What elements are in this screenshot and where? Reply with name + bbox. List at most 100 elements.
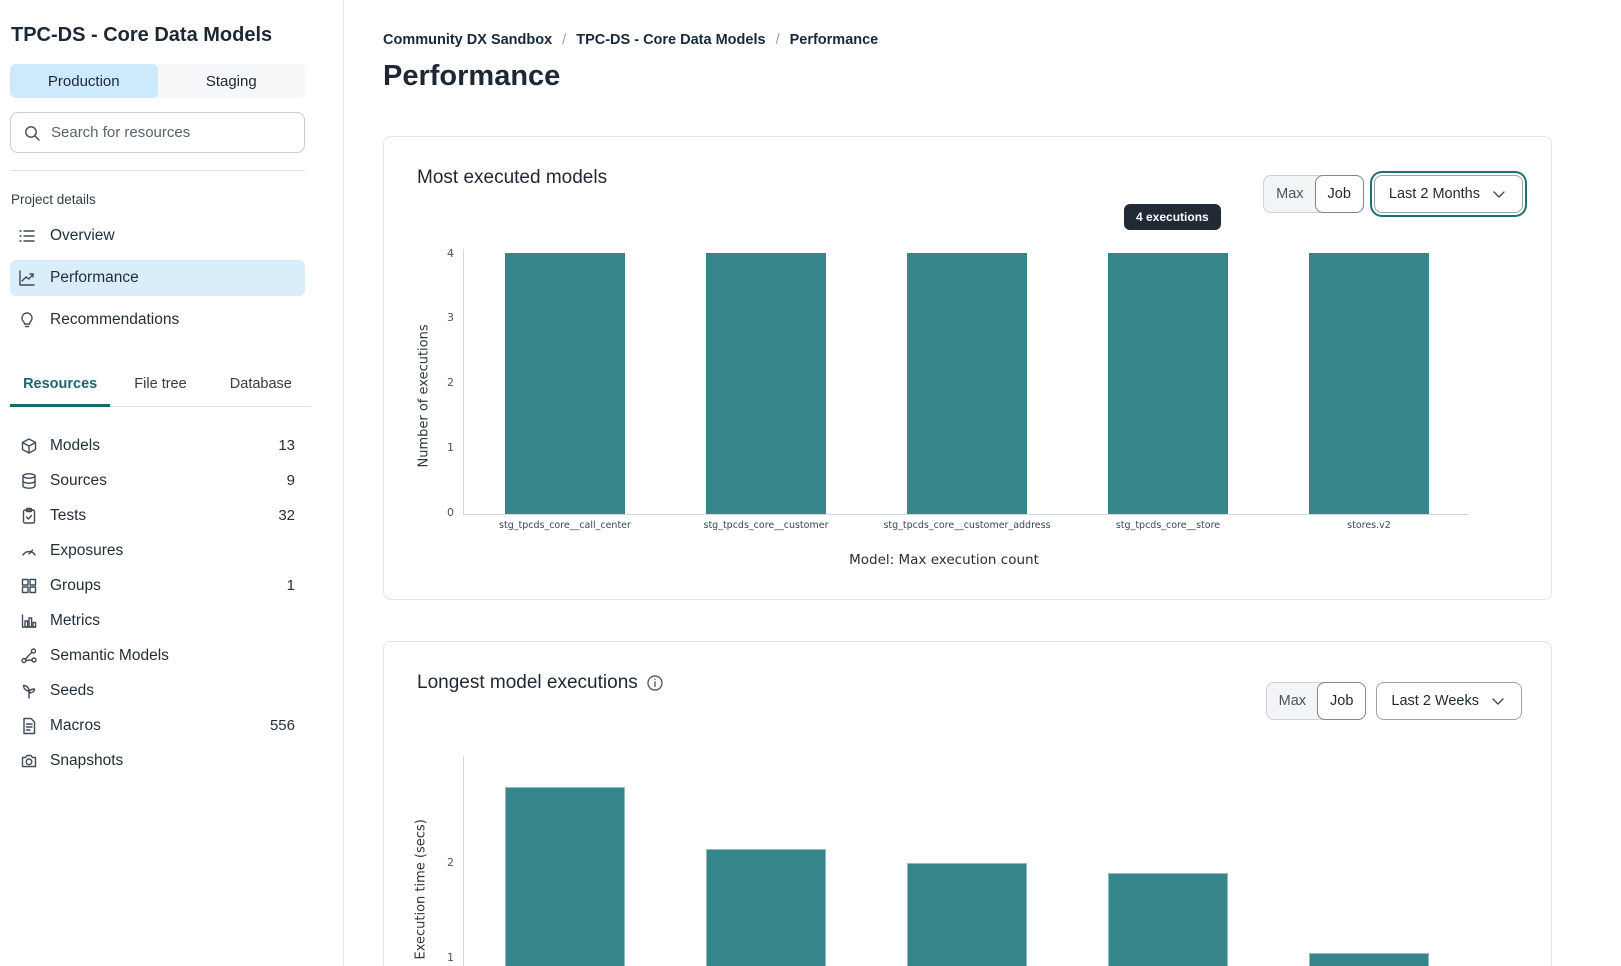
sidebar-item-label: Overview [50, 227, 115, 244]
bar-call-center[interactable] [505, 253, 625, 514]
y-axis-label: Number of executions [416, 324, 432, 468]
breadcrumb-link-project[interactable]: TPC-DS - Core Data Models [576, 32, 766, 48]
most-executed-models-card: Most executed models Max Job Last 2 Mont… [383, 136, 1552, 600]
grid-icon [20, 577, 38, 595]
sidebar-item-label: Performance [50, 269, 139, 286]
x-tick-label: stg_tpcds_core__store [1115, 520, 1221, 531]
breadcrumb: Community DX Sandbox / TPC-DS - Core Dat… [383, 32, 878, 48]
x-tick-label: stores.v2 [1347, 520, 1391, 531]
max-button[interactable]: Max [1276, 186, 1304, 202]
resource-count: 9 [286, 472, 295, 489]
bar-1[interactable] [505, 787, 625, 966]
tab-file-tree[interactable]: File tree [134, 376, 187, 392]
nodes-icon [20, 647, 38, 665]
bar-tooltip: 4 executions [1124, 204, 1221, 230]
sidebar-item-overview[interactable]: Overview [10, 218, 305, 254]
sidebar-item-sources[interactable]: Sources 9 [10, 463, 305, 498]
sidebar-item-recommendations[interactable]: Recommendations [10, 302, 305, 338]
dropdown-value: Last 2 Weeks [1391, 693, 1479, 709]
x-tick-label: stg_tpcds_core__call_center [499, 520, 631, 531]
card-title: Longest model executions [417, 672, 664, 694]
bar-stores-v2[interactable] [1309, 253, 1429, 514]
x-tick-label: stg_tpcds_core__customer [703, 520, 829, 531]
project-details-label: Project details [11, 192, 96, 207]
main-content: Community DX Sandbox / TPC-DS - Core Dat… [345, 0, 1621, 966]
seedling-icon [20, 682, 38, 700]
dropdown-value: Last 2 Months [1388, 186, 1480, 202]
bar-store[interactable] [1108, 253, 1228, 514]
bar-5[interactable] [1309, 953, 1429, 966]
sidebar-item-exposures[interactable]: Exposures [10, 533, 305, 568]
info-icon[interactable] [646, 674, 664, 692]
time-range-dropdown[interactable]: Last 2 Weeks [1376, 682, 1522, 720]
lightbulb-icon [18, 311, 36, 329]
trend-chart-icon [18, 269, 36, 287]
sidebar-item-tests[interactable]: Tests 32 [10, 498, 305, 533]
resource-label: Sources [50, 471, 107, 489]
y-axis-line [463, 249, 464, 514]
max-button[interactable]: Max [1278, 693, 1307, 709]
breadcrumb-separator: / [775, 32, 780, 48]
max-job-toggle: Max Job [1265, 682, 1367, 720]
sidebar-item-macros[interactable]: Macros 556 [10, 708, 305, 743]
camera-icon [20, 752, 38, 770]
time-range-dropdown[interactable]: Last 2 Months [1373, 175, 1523, 213]
page-title: Performance [383, 60, 561, 92]
chart-controls: Max Job Last 2 Weeks [1265, 682, 1522, 720]
job-button[interactable]: Job [1314, 175, 1364, 213]
x-axis-title: Model: Max execution count [849, 552, 1039, 568]
bar-customer-address[interactable] [907, 253, 1027, 514]
bar-2[interactable] [706, 848, 826, 966]
project-title: TPC-DS - Core Data Models [11, 24, 273, 46]
y-tick: 2 [447, 856, 454, 869]
card-title-text: Longest model executions [417, 672, 638, 693]
sidebar-divider [10, 170, 305, 171]
bar-4[interactable] [1108, 872, 1228, 966]
x-axis-line [463, 514, 1469, 515]
list-icon [18, 227, 36, 245]
resource-count: 13 [278, 437, 295, 454]
search-input[interactable]: Search for resources [10, 112, 305, 153]
cube-icon [20, 437, 38, 455]
max-job-toggle: Max Job [1263, 175, 1364, 213]
y-tick: 3 [447, 311, 454, 324]
longest-executions-chart: Execution time (secs) 2 1 [384, 642, 1551, 966]
bar-customer[interactable] [706, 253, 826, 514]
clipboard-check-icon [20, 507, 38, 525]
search-icon [23, 124, 41, 142]
document-icon [20, 717, 38, 735]
y-tick: 1 [447, 441, 454, 454]
resource-count: 1 [286, 577, 295, 594]
sidebar-tabs: Resources File tree Database [10, 368, 311, 407]
resource-label: Groups [50, 576, 101, 594]
y-axis-label: Execution time (secs) [413, 819, 429, 960]
tab-resources[interactable]: Resources [10, 368, 111, 407]
y-axis-line [463, 756, 464, 966]
resource-label: Semantic Models [50, 646, 169, 664]
chevron-down-icon [1489, 692, 1507, 710]
sidebar-item-metrics[interactable]: Metrics [10, 603, 305, 638]
staging-tab[interactable]: Staging [205, 72, 257, 90]
sidebar-item-snapshots[interactable]: Snapshots [10, 743, 305, 778]
sidebar-item-groups[interactable]: Groups 1 [10, 568, 305, 603]
resource-count: 556 [269, 717, 295, 734]
sidebar-item-performance[interactable]: Performance [10, 260, 305, 296]
sidebar: TPC-DS - Core Data Models Production Sta… [0, 0, 344, 966]
breadcrumb-link-account[interactable]: Community DX Sandbox [383, 32, 553, 48]
resource-label: Models [50, 436, 100, 454]
breadcrumb-separator: / [562, 32, 567, 48]
production-tab[interactable]: Production [10, 64, 158, 98]
most-executed-chart: Number of executions 4 3 2 1 0 stg_tpcds… [384, 137, 1551, 599]
resource-label: Exposures [50, 541, 124, 559]
y-tick: 2 [447, 376, 454, 389]
bar-3[interactable] [907, 863, 1027, 966]
bar-chart-icon [20, 612, 38, 630]
sidebar-item-seeds[interactable]: Seeds [10, 673, 305, 708]
job-button[interactable]: Job [1317, 682, 1367, 720]
y-tick: 4 [447, 247, 454, 260]
tab-database[interactable]: Database [229, 376, 292, 392]
sidebar-item-semantic-models[interactable]: Semantic Models [10, 638, 305, 673]
x-tick-label: stg_tpcds_core__customer_address [883, 520, 1051, 531]
sidebar-item-models[interactable]: Models 13 [10, 428, 305, 463]
